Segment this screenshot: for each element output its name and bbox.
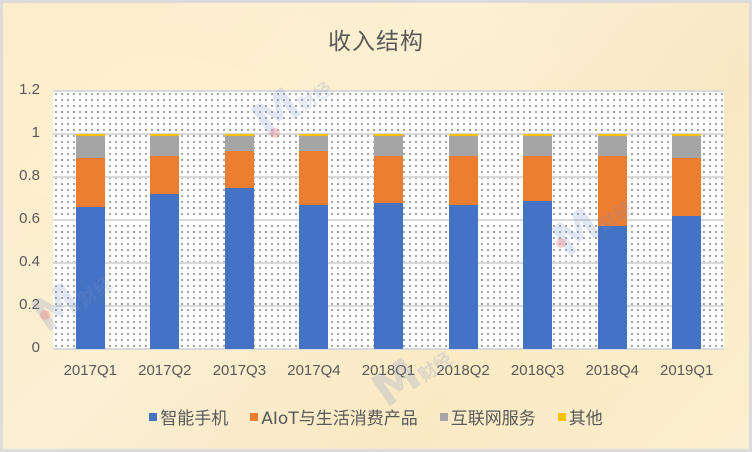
x-tick-label: 2017Q2 [138,362,192,379]
stacked-bar[interactable] [299,91,329,349]
y-tick-label: 0.2 [19,296,40,313]
x-tick-label: 2019Q1 [660,362,714,379]
stacked-bar[interactable] [672,91,702,349]
bar-segment[interactable] [150,134,180,137]
x-tick-label: 2017Q1 [63,362,117,379]
legend-label: AIoT与生活消费产品 [261,409,418,429]
bar-segment[interactable] [299,134,329,137]
bar-segment[interactable] [374,202,403,349]
watermark-dot [556,238,566,248]
bar-segment[interactable] [523,134,553,137]
bar-segment[interactable] [448,136,478,156]
stacked-bar[interactable] [597,91,627,349]
watermark-dot [40,310,50,320]
stacked-bar[interactable] [448,91,478,349]
bar-segment[interactable] [523,136,553,156]
bar-segment[interactable] [672,157,702,216]
bar-segment[interactable] [299,151,329,205]
legend-swatch-icon [557,412,566,421]
bar-segment[interactable] [299,204,329,349]
y-tick-label: 0.6 [19,210,40,227]
bar-segment[interactable] [672,215,702,349]
legend-item[interactable]: AIoT与生活消费产品 [250,404,418,429]
legend-swatch-icon [149,412,158,421]
bar-segment[interactable] [150,155,180,195]
bar-segment[interactable] [672,136,702,158]
legend-item[interactable]: 互联网服务 [439,404,536,429]
y-tick-label: 0 [31,339,40,356]
x-tick-label: 2017Q4 [287,362,341,379]
y-tick-label: 1.2 [19,81,40,98]
gridline [53,90,724,92]
stacked-bar[interactable] [224,91,254,349]
bar-segment[interactable] [374,155,403,203]
bar-segment[interactable] [224,136,254,152]
legend-label: 智能手机 [160,409,229,429]
stacked-bar[interactable] [75,91,105,349]
bar-segment[interactable] [374,134,403,137]
bar-segment[interactable] [150,136,180,156]
x-tick-label: 2018Q3 [510,362,565,379]
bar-segment[interactable] [299,136,329,152]
chart-title: 收入结构 [328,29,424,55]
stacked-bar[interactable] [374,91,403,349]
x-tick-label: 2017Q3 [212,362,267,379]
x-tick-label: 2018Q2 [436,362,490,379]
bar-segment[interactable] [224,187,254,349]
bar-segment[interactable] [374,136,403,156]
x-tick-label: 2018Q1 [361,362,416,379]
legend: 智能手机 AIoT与生活消费产品 互联网服务 其他 [0,404,752,429]
bar-segment[interactable] [224,134,254,137]
x-tick-label: 2018Q4 [585,362,639,379]
legend-swatch-icon [250,412,259,421]
y-tick-label: 0.8 [19,167,40,184]
bar-segment[interactable] [75,134,105,137]
bar-segment[interactable] [597,134,627,137]
bar-segment[interactable] [448,155,478,205]
legend-label: 互联网服务 [450,409,536,429]
bar-segment[interactable] [597,136,627,156]
gridline [53,348,724,350]
bar-segment[interactable] [597,226,627,349]
legend-item[interactable]: 其他 [557,404,603,429]
legend-swatch-icon [439,412,448,421]
y-tick-label: 0.4 [19,253,40,270]
plot-area [53,90,724,350]
bar-segment[interactable] [75,136,105,158]
bar-segment[interactable] [597,155,627,227]
bar-segment[interactable] [672,134,702,137]
bar-segment[interactable] [448,134,478,137]
bar-segment[interactable] [448,204,478,349]
legend-item[interactable]: 智能手机 [149,404,228,429]
watermark-dot [270,128,280,138]
bar-segment[interactable] [150,194,180,349]
legend-label: 其他 [568,409,603,429]
stacked-bar[interactable] [523,91,553,349]
bar-segment[interactable] [523,200,553,349]
bar-segment[interactable] [224,151,254,188]
stacked-bar[interactable] [150,91,180,349]
gridline [53,133,724,135]
bar-segment[interactable] [75,157,105,208]
bar-segment[interactable] [523,155,553,201]
y-tick-label: 1 [31,124,40,141]
bar-segment[interactable] [75,207,105,349]
